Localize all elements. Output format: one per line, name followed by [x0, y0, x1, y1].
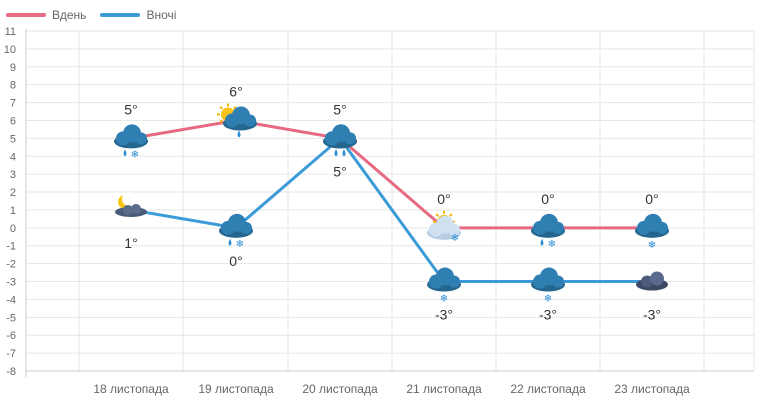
y-tick-label: -7 [6, 348, 16, 360]
chart-legend: Вдень Вночі [6, 8, 176, 22]
y-tick-label: 8 [10, 80, 16, 92]
y-tick-label: -6 [6, 330, 16, 342]
cloud-puff [123, 204, 133, 215]
legend-label-day: Вдень [52, 8, 87, 22]
x-tick-label: 21 листопада [406, 382, 482, 396]
cloud-snow-icon: ❄ [635, 213, 669, 251]
rain-drop [342, 149, 346, 157]
y-tick-label: -3 [6, 277, 16, 289]
cloud-rain-snow-icon: ❄ [219, 213, 253, 250]
sun-cloud-snow-icon: ❄ [427, 210, 461, 244]
night-data-label: 1° [124, 235, 137, 251]
cloud-rain-icon [323, 124, 357, 157]
day-data-label: 0° [645, 191, 658, 207]
sun-ray [232, 105, 237, 110]
sun-cloud-rain-icon [217, 103, 257, 138]
series-line-day [129, 118, 654, 230]
rain-drop [334, 149, 338, 157]
snow-flake: ❄ [548, 239, 556, 250]
y-tick-label: -2 [6, 259, 16, 271]
night-data-label: -3° [435, 307, 453, 323]
cloud-snow-icon: ❄ [531, 267, 565, 305]
cloud-puff [552, 275, 564, 288]
night-data-label: 0° [229, 253, 242, 269]
day-data-label: 0° [541, 191, 554, 207]
cloud-puff [240, 221, 252, 234]
night-data-label: -3° [539, 307, 557, 323]
cloud-puff [131, 203, 141, 214]
snow-flake: ❄ [648, 240, 656, 251]
snow-flake: ❄ [544, 294, 552, 305]
legend-label-night: Вночі [146, 8, 177, 22]
y-tick-label: 10 [4, 44, 16, 56]
x-tick-label: 22 листопада [510, 382, 586, 396]
moon-cloud-icon [115, 191, 147, 217]
y-tick-label: 1 [10, 205, 16, 217]
y-tick-label: 11 [5, 26, 16, 38]
legend-swatch-day [6, 13, 46, 17]
y-tick-label: -4 [6, 294, 16, 306]
legend-swatch-night [100, 13, 141, 17]
y-tick-label: 5 [10, 133, 16, 145]
y-tick-label: 9 [10, 62, 16, 74]
cloud-snow-icon: ❄ [427, 267, 461, 305]
y-tick-label: 4 [10, 151, 16, 163]
y-tick-label: 6 [10, 115, 16, 127]
x-tick-label: 19 листопада [198, 382, 274, 396]
y-tick-label: -8 [6, 366, 16, 378]
rain-drop [237, 130, 241, 138]
cloud-puff [552, 221, 564, 234]
cloud-puff [244, 114, 256, 127]
x-tick-label: 23 листопада [614, 382, 690, 396]
y-tick-label: 0 [10, 223, 16, 235]
cloud-rain-snow-icon: ❄ [531, 213, 565, 250]
y-tick-label: -1 [6, 241, 16, 253]
snow-flake: ❄ [451, 233, 459, 244]
day-data-label: 5° [333, 101, 346, 117]
sun-ray [219, 105, 224, 110]
y-tick-label: 3 [10, 169, 16, 181]
cloud-puff [448, 223, 460, 236]
cloud-rain-snow-icon: ❄ [114, 124, 148, 160]
sun-ray [448, 213, 453, 217]
night-data-label: -3° [643, 307, 661, 323]
series-line-night [129, 136, 654, 284]
snow-flake: ❄ [131, 149, 139, 160]
x-tick-label: 20 листопада [302, 382, 378, 396]
y-tick-label: -5 [6, 312, 16, 324]
day-data-label: 5° [124, 101, 137, 117]
y-tick-label: 2 [10, 187, 16, 199]
night-data-label: 5° [333, 163, 346, 179]
cloud-puff [344, 132, 356, 145]
day-data-label: 6° [229, 83, 242, 99]
legend-item-day[interactable]: Вдень [6, 8, 86, 22]
snow-flake: ❄ [236, 239, 244, 250]
sun-ray [435, 213, 440, 217]
x-tick-label: 18 листопада [93, 382, 169, 396]
cloud-puff [656, 221, 668, 234]
cloud-puff [448, 275, 460, 288]
legend-item-night[interactable]: Вночі [100, 8, 176, 22]
day-data-label: 0° [437, 191, 450, 207]
grid [25, 30, 755, 372]
rain-drop [228, 238, 232, 246]
cloud-puff [135, 132, 147, 145]
cloud-puff [650, 271, 664, 286]
y-tick-label: 7 [10, 98, 16, 110]
sun-ray [219, 119, 224, 123]
dark-cloud-icon [636, 271, 668, 291]
rain-drop [540, 238, 544, 246]
rain-drop [123, 149, 127, 157]
snow-flake: ❄ [440, 294, 448, 305]
moon-mask [122, 191, 136, 206]
